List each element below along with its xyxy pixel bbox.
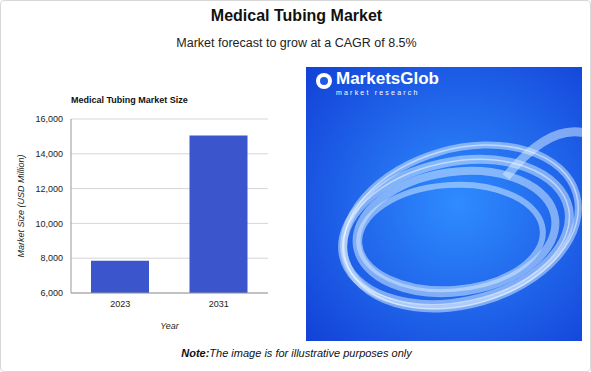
svg-text:8,000: 8,000 [40, 253, 63, 263]
svg-text:6,000: 6,000 [40, 288, 63, 298]
svg-text:16,000: 16,000 [35, 114, 63, 124]
html-text:Medical Tubing Market: Medical Tubing Market [210, 7, 383, 24]
svg-text:Year: Year [160, 321, 180, 331]
svg-text:10,000: 10,000 [35, 219, 63, 229]
html-text:MarketsGlob: MarketsGlob [336, 69, 439, 88]
svg-text:Market Size (USD Million): Market Size (USD Million) [16, 154, 26, 257]
svg-text:2031: 2031 [209, 299, 229, 309]
html-text:Note: The image is for illustr: Note: The image is for illustrative purp… [181, 347, 412, 359]
html-text:market research: market research [336, 89, 420, 96]
svg-text:2023: 2023 [110, 299, 130, 309]
svg-text:14,000: 14,000 [35, 149, 63, 159]
html-text:Market forecast to grow at a C: Market forecast to grow at a CAGR of 8.5… [176, 36, 417, 50]
svg-text:12,000: 12,000 [35, 184, 63, 194]
html-text:Medical Tubing Market Size: Medical Tubing Market Size [71, 95, 188, 105]
